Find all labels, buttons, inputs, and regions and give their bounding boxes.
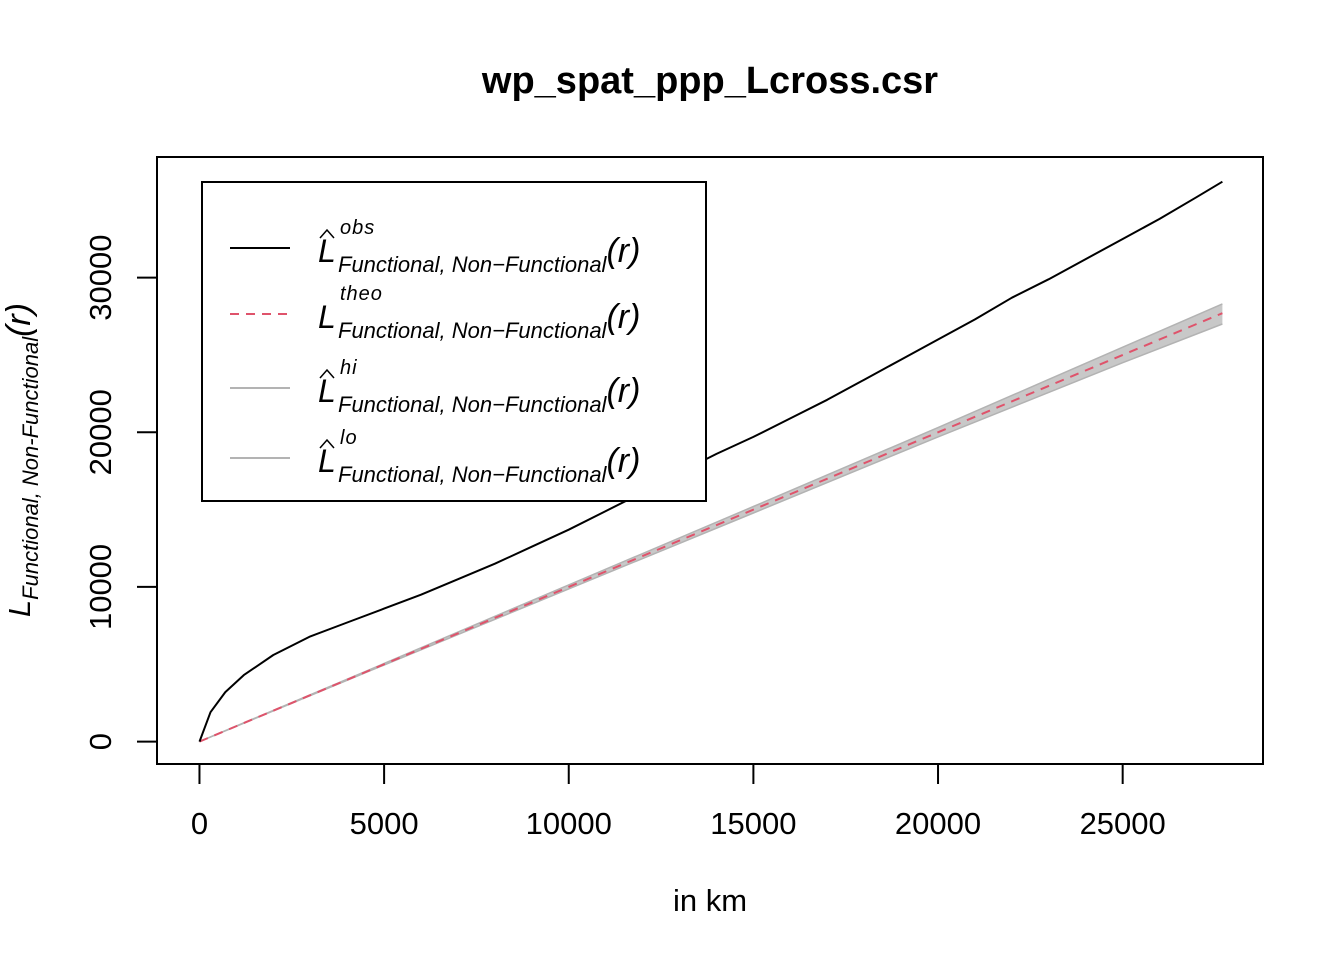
- legend-box: [201, 181, 707, 502]
- legend-label-arg: (r): [606, 232, 640, 270]
- legend-label-arg: (r): [606, 298, 640, 336]
- chart-title: wp_spat_ppp_Lcross.csr: [481, 60, 938, 102]
- x-axis-title: in km: [673, 883, 747, 918]
- legend-label-arg: (r): [606, 372, 640, 410]
- y-axis-title: LFunctional, Non-Functional(r): [0, 303, 43, 617]
- x-tick-label: 5000: [350, 806, 419, 841]
- svg-text:LFunctional, Non-Functional(r): LFunctional, Non-Functional(r): [0, 303, 43, 617]
- legend-label-subscript: Functional, Non−Functional: [338, 392, 608, 417]
- y-tick-label: 0: [83, 733, 118, 750]
- legend-label-main: L: [318, 443, 336, 479]
- y-axis-title-subscript: Functional, Non-Functional: [18, 336, 43, 600]
- legend-label-subscript: Functional, Non−Functional: [338, 462, 608, 487]
- legend-label-arg: (r): [606, 442, 640, 480]
- x-axis: 0 5000 10000 15000 20000 25000: [191, 763, 1166, 841]
- x-tick-label: 0: [191, 806, 208, 841]
- legend-label-main: L: [318, 299, 336, 335]
- y-tick-label: 10000: [83, 544, 118, 630]
- legend-label-superscript-hi: hi: [340, 357, 358, 379]
- y-axis-title-arg: (r): [0, 303, 38, 337]
- y-axis: 0 10000 20000 30000: [83, 235, 158, 750]
- legend-label-main: L: [318, 233, 336, 269]
- legend-hat-hi: [319, 368, 335, 379]
- y-tick-label: 30000: [83, 235, 118, 321]
- legend-label-superscript-obs: obs: [340, 217, 375, 239]
- legend-label-superscript-theo: theo: [340, 283, 383, 305]
- legend-hat-lo: [319, 438, 335, 449]
- legend-label-lo: L Functional, Non−Functional(r): [318, 442, 640, 487]
- x-tick-label: 20000: [895, 806, 981, 841]
- legend-label-subscript: Functional, Non−Functional: [338, 318, 608, 343]
- y-axis-title-main: L: [2, 600, 37, 617]
- legend-label-hi: L Functional, Non−Functional(r): [318, 372, 640, 417]
- x-tick-label: 25000: [1080, 806, 1166, 841]
- legend-label-obs: L Functional, Non−Functional(r): [318, 232, 640, 277]
- legend-hat-obs: [319, 228, 335, 239]
- legend-label-subscript: Functional, Non−Functional: [338, 252, 608, 277]
- legend-label-theo: L Functional, Non−Functional(r): [318, 298, 640, 343]
- series-theo-line: [199, 312, 1223, 743]
- legend-label-main: L: [318, 373, 336, 409]
- x-tick-label: 10000: [526, 806, 612, 841]
- y-tick-label: 20000: [83, 389, 118, 475]
- legend-label-superscript-lo: lo: [340, 427, 358, 449]
- x-tick-label: 15000: [710, 806, 796, 841]
